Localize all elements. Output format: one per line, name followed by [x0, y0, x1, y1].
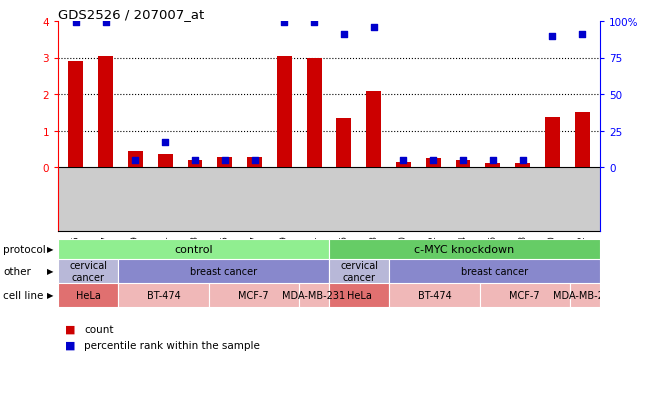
Bar: [389, 260, 600, 283]
Point: [309, 20, 320, 27]
Point: [428, 157, 438, 164]
Bar: [570, 284, 600, 307]
Text: GDS2526 / 207007_at: GDS2526 / 207007_at: [58, 8, 204, 21]
Point: [368, 24, 379, 31]
Text: BT-474: BT-474: [146, 290, 180, 300]
Text: percentile rank within the sample: percentile rank within the sample: [84, 340, 260, 350]
Bar: [329, 260, 389, 283]
Bar: [486, 164, 500, 168]
Text: MCF-7: MCF-7: [238, 290, 269, 300]
Point: [488, 157, 498, 164]
Bar: [208, 284, 299, 307]
Bar: [58, 260, 118, 283]
Bar: [329, 284, 389, 307]
Point: [71, 20, 81, 27]
Bar: [389, 284, 480, 307]
Point: [547, 33, 557, 40]
Bar: [456, 161, 471, 168]
Bar: [58, 240, 329, 259]
Bar: [158, 155, 173, 168]
Bar: [515, 164, 530, 168]
Text: BT-474: BT-474: [417, 290, 451, 300]
Text: control: control: [174, 244, 213, 254]
Bar: [118, 284, 208, 307]
Text: count: count: [84, 324, 113, 334]
Text: breast cancer: breast cancer: [190, 266, 257, 276]
Text: breast cancer: breast cancer: [461, 266, 528, 276]
Bar: [480, 284, 570, 307]
Bar: [58, 284, 118, 307]
Point: [398, 157, 409, 164]
Point: [130, 157, 141, 164]
Bar: [307, 59, 322, 168]
Point: [339, 32, 349, 38]
Bar: [426, 159, 441, 168]
Text: ▶: ▶: [47, 245, 53, 254]
Text: cervical
cancer: cervical cancer: [69, 261, 107, 282]
Bar: [128, 151, 143, 168]
Text: other: other: [3, 266, 31, 276]
Bar: [277, 57, 292, 168]
Bar: [187, 161, 202, 168]
Bar: [337, 119, 352, 168]
Text: cervical
cancer: cervical cancer: [340, 261, 378, 282]
Text: ■: ■: [64, 324, 75, 334]
Text: HeLa: HeLa: [76, 290, 100, 300]
Text: HeLa: HeLa: [347, 290, 372, 300]
Point: [458, 157, 468, 164]
Point: [100, 20, 111, 27]
Bar: [396, 163, 411, 168]
Text: MDA-MB-231: MDA-MB-231: [283, 290, 346, 300]
Point: [190, 157, 201, 164]
Point: [160, 140, 171, 146]
Bar: [299, 284, 329, 307]
Bar: [545, 117, 560, 168]
Point: [219, 157, 230, 164]
Bar: [217, 157, 232, 168]
Point: [249, 157, 260, 164]
Text: ▶: ▶: [47, 267, 53, 276]
Text: cell line: cell line: [3, 290, 44, 300]
Text: MDA-MB-231: MDA-MB-231: [553, 290, 616, 300]
Text: ■: ■: [64, 340, 75, 350]
Point: [279, 20, 290, 27]
Bar: [58, 168, 600, 231]
Bar: [68, 62, 83, 168]
Bar: [367, 92, 381, 168]
Bar: [575, 112, 590, 168]
Bar: [118, 260, 329, 283]
Point: [518, 157, 528, 164]
Bar: [329, 240, 600, 259]
Bar: [247, 157, 262, 168]
Point: [577, 32, 587, 38]
Text: MCF-7: MCF-7: [510, 290, 540, 300]
Bar: [98, 57, 113, 168]
Text: c-MYC knockdown: c-MYC knockdown: [415, 244, 515, 254]
Text: ▶: ▶: [47, 291, 53, 300]
Text: protocol: protocol: [3, 244, 46, 254]
